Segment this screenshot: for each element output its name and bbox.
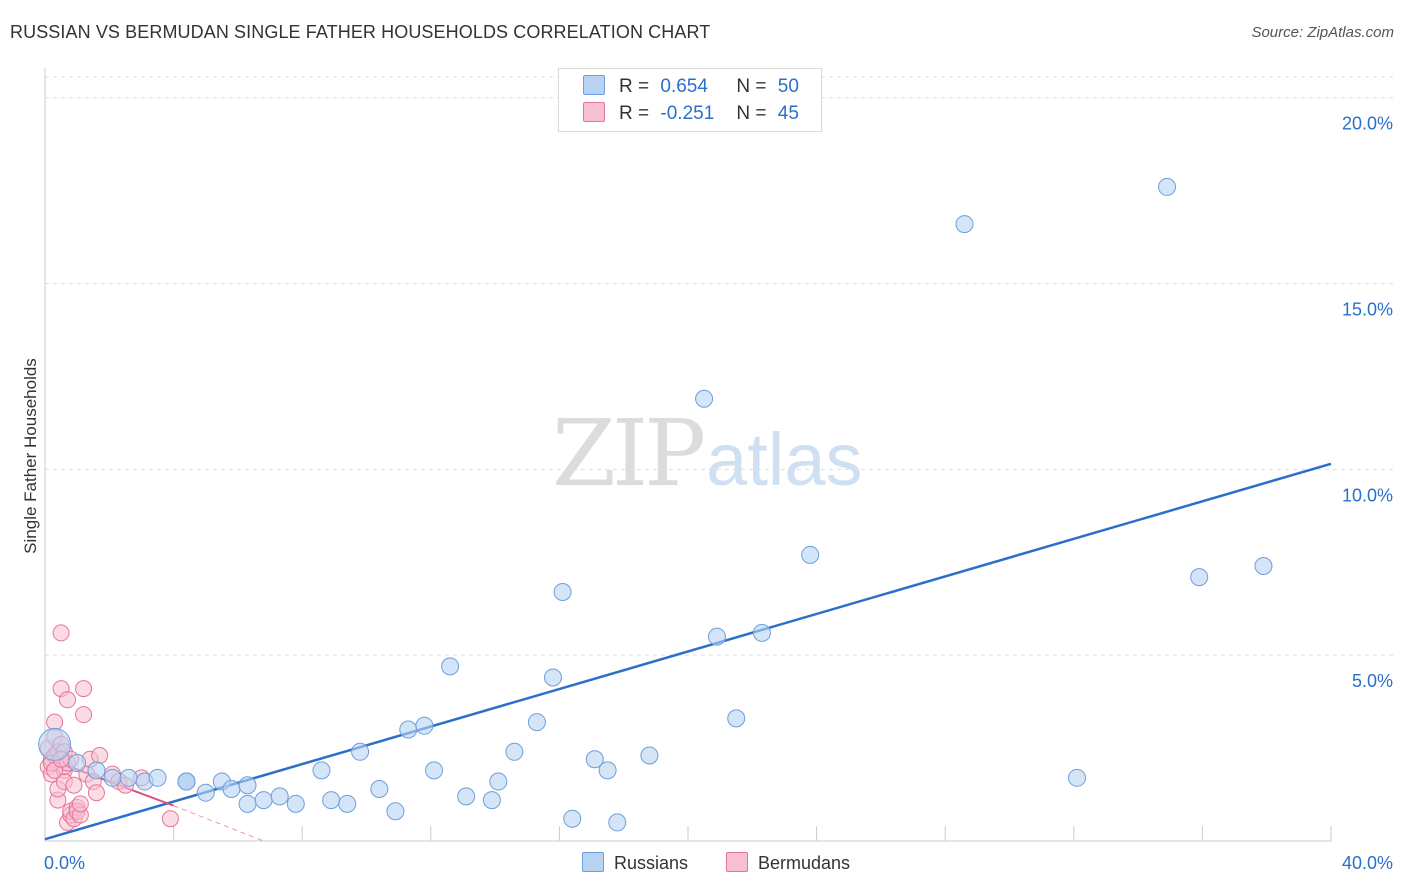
- russians-point: [1068, 768, 1087, 787]
- russians-point: [752, 623, 771, 642]
- bottom-legend-bermudans: Bermudans: [726, 852, 850, 874]
- russians-r-label: R =: [619, 76, 650, 97]
- bottom-russians-label: Russians: [614, 853, 689, 873]
- gridlines: [45, 76, 1395, 656]
- russians-point: [103, 768, 122, 787]
- bermudans-point: [46, 713, 64, 731]
- source-credit: Source: ZipAtlas.com: [1251, 24, 1394, 41]
- tick-labels: 5.0% 10.0% 15.0% 20.0% 0.0% 40.0%: [44, 114, 1393, 873]
- correlation-legend: R = 0.654 N = 50 R = -0.251 N = 45: [558, 68, 822, 132]
- bottom-russians-swatch: [582, 852, 604, 872]
- bermudans-trend-extension: [173, 805, 264, 842]
- y-tick-label-10: 10.0%: [1342, 485, 1393, 505]
- russians-point: [1254, 556, 1273, 575]
- bermudans-n-label: N =: [736, 103, 767, 124]
- russians-point: [955, 215, 974, 234]
- russians-point: [598, 761, 617, 780]
- russians-point: [527, 713, 546, 732]
- legend-row-russians: R = 0.654 N = 50: [583, 75, 799, 101]
- russians-point: [585, 750, 604, 769]
- russians-point: [322, 791, 341, 810]
- bermudans-point: [59, 691, 77, 709]
- russians-point: [87, 761, 106, 780]
- russians-point: [312, 761, 331, 780]
- russians-point: [801, 545, 820, 564]
- bottom-bermudans-swatch: [726, 852, 748, 872]
- russians-point: [196, 783, 215, 802]
- russians-n-value: 50: [777, 76, 799, 97]
- russians-point: [707, 627, 726, 646]
- russians-point: [457, 787, 476, 806]
- russians-point: [695, 389, 714, 408]
- russians-points: [38, 177, 1273, 832]
- russians-point: [177, 772, 196, 791]
- russians-point: [489, 772, 508, 791]
- russians-point: [553, 583, 572, 602]
- legend-row-bermudans: R = -0.251 N = 45: [583, 102, 799, 128]
- x-tick-label-0: 0.0%: [44, 853, 85, 873]
- russians-point: [441, 657, 460, 676]
- russians-point: [1190, 568, 1209, 587]
- russians-point: [351, 742, 370, 761]
- russians-point: [286, 794, 305, 813]
- bermudans-point: [75, 706, 93, 724]
- chart-title: RUSSIAN VS BERMUDAN SINGLE FATHER HOUSEH…: [10, 22, 711, 42]
- russians-point: [608, 813, 627, 832]
- russians-point: [425, 761, 444, 780]
- russians-point: [338, 794, 357, 813]
- bottom-legend-russians: Russians: [582, 852, 688, 874]
- y-tick-label-15: 15.0%: [1342, 300, 1393, 320]
- russians-point: [415, 716, 434, 735]
- russians-point: [640, 746, 659, 765]
- bermudans-swatch: [583, 102, 605, 122]
- bottom-bermudans-label: Bermudans: [758, 853, 851, 873]
- russians-point: [238, 794, 257, 813]
- bermudans-point: [87, 784, 105, 802]
- bermudans-point: [65, 776, 83, 794]
- russians-point: [238, 776, 257, 795]
- russians-point: [505, 742, 524, 761]
- russians-point: [370, 779, 389, 798]
- russians-point: [563, 809, 582, 828]
- russians-point: [38, 727, 72, 761]
- y-axis-label: Single Father Households: [21, 358, 40, 554]
- russians-point: [270, 787, 289, 806]
- bermudans-point: [75, 680, 93, 698]
- russians-point: [386, 802, 405, 821]
- russians-point: [148, 768, 167, 787]
- bermudans-point: [52, 624, 70, 642]
- russians-point: [222, 779, 241, 798]
- russians-point: [482, 791, 501, 810]
- russians-point: [727, 709, 746, 728]
- russians-point: [68, 753, 87, 772]
- russians-point: [399, 720, 418, 739]
- axes: [44, 68, 1332, 842]
- bermudans-n-value: 45: [777, 103, 799, 124]
- russians-point: [119, 768, 138, 787]
- y-tick-label-5: 5.0%: [1352, 671, 1393, 691]
- russians-point: [543, 668, 562, 687]
- russians-swatch: [583, 75, 605, 95]
- bermudans-point: [161, 810, 179, 828]
- russians-r-value: 0.654: [660, 76, 708, 97]
- bermudans-r-label: R =: [619, 103, 650, 124]
- y-tick-label-20: 20.0%: [1342, 114, 1393, 134]
- russians-point: [1158, 177, 1177, 196]
- russians-trend-line: [44, 462, 1332, 841]
- bermudans-point: [91, 747, 109, 765]
- bermudans-r-value: -0.251: [660, 103, 715, 124]
- x-tick-label-40: 40.0%: [1342, 853, 1393, 873]
- bermudans-point: [71, 795, 89, 813]
- russians-n-label: N =: [736, 76, 767, 97]
- russians-point: [254, 791, 273, 810]
